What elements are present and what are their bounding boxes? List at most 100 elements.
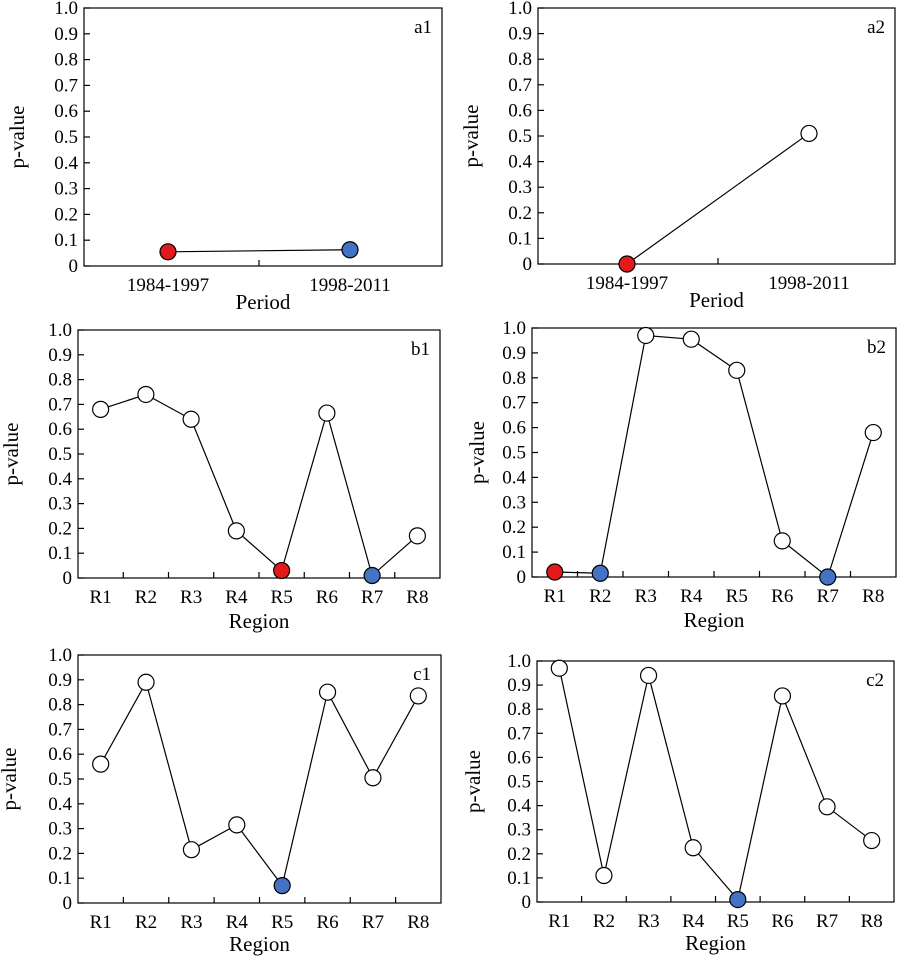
y-tick-label: 1.0	[502, 318, 526, 339]
x-tick-label: R6	[316, 912, 338, 933]
chart-panel-c2: 00.10.20.30.40.50.60.70.80.91.0R1 R2 R3 R4 R…	[461, 651, 895, 955]
y-tick-label: 0.7	[48, 719, 72, 740]
y-tick-label: 0	[63, 568, 73, 589]
y-tick-label: 0.3	[502, 492, 526, 513]
data-point-R7	[819, 568, 837, 586]
y-tick-label: 0	[69, 256, 79, 277]
data-point-R4	[684, 839, 702, 857]
x-tick-label: 1998-2011	[309, 275, 391, 296]
x-tick-label: R4	[225, 587, 248, 608]
y-tick-label: 0.9	[507, 675, 531, 696]
y-tick-label: 0.1	[48, 868, 72, 889]
data-point-R5	[728, 361, 746, 379]
plot-frame	[536, 660, 895, 903]
x-tick-label: R2	[135, 587, 157, 608]
data-point-R1	[546, 563, 564, 581]
x-axis-title: Period	[689, 288, 744, 312]
x-tick-label: R6	[316, 587, 338, 608]
plot-frame	[531, 327, 897, 578]
x-tick-label: R2	[135, 912, 157, 933]
y-tick-label: 0.1	[507, 868, 531, 889]
panel-label: c2	[866, 670, 884, 691]
data-point-R6	[773, 532, 791, 550]
y-tick-label: 0.4	[508, 152, 532, 173]
y-axis-title: p-value	[5, 106, 29, 169]
data-point-R8	[408, 527, 426, 545]
y-tick-label: 0.6	[54, 101, 78, 122]
y-tick-label: 0.9	[508, 24, 532, 45]
x-tick-label: R5	[271, 912, 293, 933]
y-tick-label: 0.9	[48, 345, 72, 366]
y-tick-label: 0.2	[508, 203, 532, 224]
data-point-R1	[550, 659, 568, 677]
x-tick-label: R3	[635, 586, 657, 607]
y-tick-label: 1.0	[48, 320, 72, 341]
x-tick-label: 1984-1997	[586, 273, 668, 294]
y-tick-label: 0.5	[48, 444, 72, 465]
x-axis-title: Region	[685, 931, 746, 955]
x-tick-label: R7	[362, 912, 384, 933]
y-tick-label: 0.2	[48, 843, 72, 864]
y-tick-label: 0.4	[48, 794, 72, 815]
y-tick-label: 0.3	[48, 494, 72, 515]
data-point-1984-1997	[159, 243, 177, 261]
x-tick-label: R8	[407, 912, 429, 933]
x-tick-label: R8	[862, 586, 884, 607]
chart-panel-b1: 00.10.20.30.40.50.60.70.80.91.0R1 R2 R3 R4 R…	[0, 320, 441, 633]
y-tick-label: 0	[522, 892, 532, 913]
y-tick-label: 1.0	[507, 651, 531, 672]
x-tick-label: R3	[637, 911, 659, 932]
data-point-R3	[639, 666, 658, 685]
y-axis-title: p-value	[459, 105, 483, 168]
y-tick-label: 0.9	[48, 670, 72, 691]
y-tick-label: 0	[523, 254, 533, 275]
y-tick-label: 0.3	[508, 177, 532, 198]
y-tick-label: 0.8	[507, 699, 531, 720]
y-tick-label: 0.5	[507, 772, 531, 793]
y-tick-label: 0.2	[507, 844, 531, 865]
x-tick-label: R6	[771, 586, 793, 607]
y-tick-label: 0.3	[54, 179, 78, 200]
y-tick-label: 0	[63, 893, 73, 914]
y-tick-label: 0	[517, 567, 527, 588]
y-tick-label: 0.1	[54, 230, 78, 251]
data-point-R8	[863, 831, 881, 850]
y-tick-label: 0.5	[502, 443, 526, 464]
x-tick-label: R3	[180, 912, 202, 933]
y-tick-label: 0.7	[507, 723, 531, 744]
y-tick-label: 0.8	[508, 49, 532, 70]
series-line	[167, 249, 351, 253]
data-point-R6	[318, 683, 337, 701]
y-tick-label: 0.8	[502, 368, 526, 389]
x-tick-label: R6	[771, 911, 793, 932]
chart-panel-c1: 00.10.20.30.40.50.60.70.80.91.0R1 R2 R3 R4 R…	[0, 645, 442, 956]
data-point-R5	[273, 877, 291, 895]
chart-panel-b2: 00.10.20.30.40.50.60.70.80.91.0R1 R2 R3 R4 R…	[465, 318, 897, 632]
chart-panel-a2: 0 0.1 0.2 0.3 0.4 0.5 0.6 0.7 0.8 0.9 1.0 1984-1997…	[459, 0, 896, 312]
x-tick-label: R3	[180, 587, 202, 608]
y-tick-label: 0.6	[507, 747, 531, 768]
y-tick-label: 0.9	[502, 343, 526, 364]
data-point-1998-2011	[341, 241, 359, 259]
data-point-R3	[182, 841, 201, 859]
plot-frame	[77, 329, 441, 579]
data-point-1998-2011	[800, 124, 818, 143]
panel-label: a2	[867, 17, 885, 38]
x-tick-label: R4	[680, 586, 703, 607]
x-tick-label: R4	[682, 911, 705, 932]
y-tick-label: 0.9	[54, 24, 78, 45]
x-tick-label: R7	[816, 911, 838, 932]
data-point-R8	[864, 423, 882, 442]
x-tick-label: R1	[90, 587, 112, 608]
x-tick-label: R1	[548, 911, 570, 932]
x-tick-label: R5	[727, 911, 749, 932]
y-tick-label: 0.3	[507, 820, 531, 841]
y-tick-label: 0.4	[502, 467, 526, 488]
y-tick-label: 1.0	[48, 645, 72, 666]
y-tick-label: 0.6	[502, 418, 526, 439]
x-tick-label: R5	[271, 587, 293, 608]
data-point-R4	[227, 522, 245, 540]
data-point-R7	[364, 769, 382, 787]
y-tick-label: 0.8	[54, 50, 78, 71]
y-tick-label: 0.8	[48, 370, 72, 391]
